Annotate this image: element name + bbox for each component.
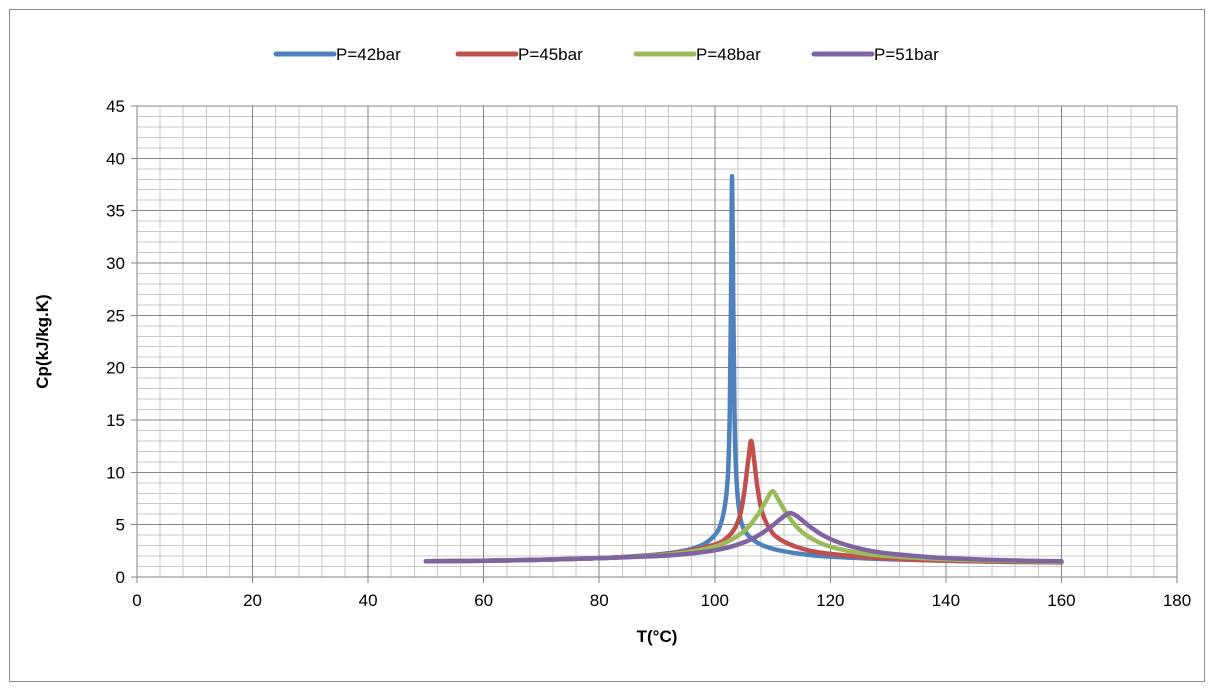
legend: P=42bar P=45bar P=48bar P=51bar xyxy=(273,45,939,64)
legend-label: P=51bar xyxy=(874,45,939,64)
legend-label: P=48bar xyxy=(696,45,761,64)
x-tick-label: 40 xyxy=(359,591,378,610)
x-axis-title: T(°C) xyxy=(637,627,678,646)
y-tick-label: 10 xyxy=(106,463,125,482)
y-tick-label: 20 xyxy=(106,359,125,378)
series-line-4 xyxy=(423,510,1064,564)
y-tick-label: 25 xyxy=(106,306,125,325)
x-axis-tick-labels: 0 20 40 60 80 100 120 140 160 180 xyxy=(132,591,1191,610)
x-tick-label: 0 xyxy=(132,591,141,610)
legend-label: P=42bar xyxy=(336,45,401,64)
x-tick-label: 160 xyxy=(1047,591,1075,610)
y-tick-label: 5 xyxy=(116,516,125,535)
legend-item-1: P=42bar xyxy=(273,45,401,64)
chart-svg: P=42bar P=45bar P=48bar P=51bar 0 5 10 15 20 25 3… xyxy=(33,45,1191,646)
axes xyxy=(131,105,1178,583)
x-tick-label: 60 xyxy=(474,591,493,610)
x-tick-label: 140 xyxy=(932,591,960,610)
y-tick-label: 35 xyxy=(106,202,125,221)
legend-item-3: P=48bar xyxy=(633,45,761,64)
y-tick-label: 0 xyxy=(116,568,125,587)
x-tick-label: 120 xyxy=(816,591,844,610)
legend-item-2: P=45bar xyxy=(455,45,583,64)
major-gridlines xyxy=(136,105,1178,578)
x-tick-label: 180 xyxy=(1163,591,1191,610)
legend-label: P=45bar xyxy=(518,45,583,64)
series-layer xyxy=(423,173,1064,565)
y-tick-label: 30 xyxy=(106,254,125,273)
y-tick-label: 40 xyxy=(106,149,125,168)
y-axis-tick-labels: 0 5 10 15 20 25 30 35 40 45 xyxy=(106,97,125,587)
y-axis-title: Cp(kJ/kg.K) xyxy=(33,294,52,388)
legend-item-4: P=51bar xyxy=(811,45,939,64)
y-tick-label: 15 xyxy=(106,411,125,430)
y-tick-label: 45 xyxy=(106,97,125,116)
x-tick-label: 20 xyxy=(243,591,262,610)
minor-gridlines xyxy=(136,105,1178,578)
x-tick-label: 80 xyxy=(590,591,609,610)
x-tick-label: 100 xyxy=(701,591,729,610)
chart-area: P=42bar P=45bar P=48bar P=51bar 0 5 10 15 20 25 3… xyxy=(9,9,1205,682)
